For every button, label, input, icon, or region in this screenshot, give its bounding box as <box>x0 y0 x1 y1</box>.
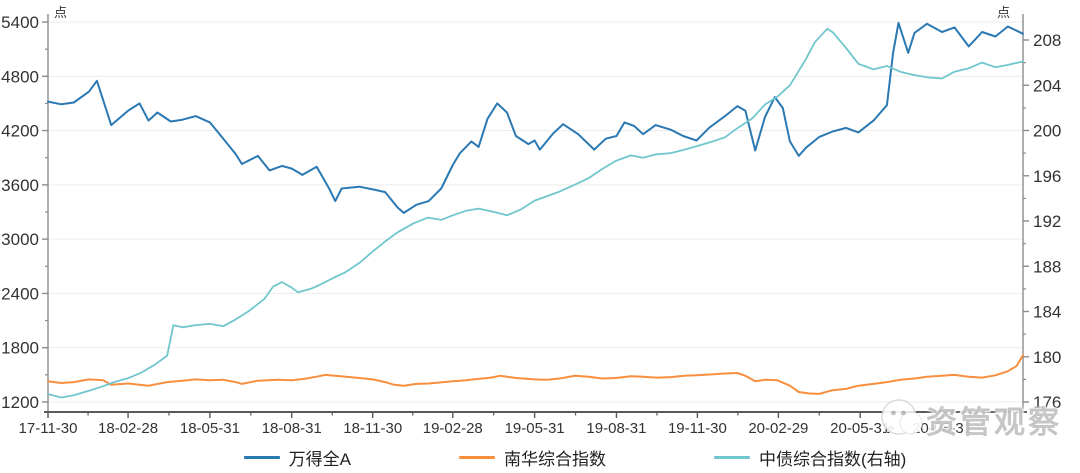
series-line-2 <box>47 354 1024 395</box>
right-axis-tick-label: 176 <box>1033 393 1061 412</box>
series-line-1 <box>47 21 1024 214</box>
chart-canvas: 1200 1800 2400 3000 3600 4200 4800 5400 176 180 18… <box>1 13 1061 437</box>
x-axis-tick-label: 20-08-31 <box>912 420 972 437</box>
left-axis-tick-label: 2400 <box>1 284 39 303</box>
x-axis-tick-label: 18-05-31 <box>180 420 240 437</box>
left-axis-tick-label: 5400 <box>1 13 39 32</box>
left-axis-tick-label: 4800 <box>1 67 39 86</box>
left-axis-tick-label: 1800 <box>1 339 39 358</box>
left-axis-tick-label: 4200 <box>1 122 39 141</box>
x-axis-tick-label: 18-02-28 <box>98 420 158 437</box>
x-axis-tick-label: 18-11-30 <box>343 420 402 437</box>
legend-label: 南华综合指数 <box>504 450 606 469</box>
x-axis-tick-label: 19-05-31 <box>505 420 565 437</box>
right-axis-tick-label: 196 <box>1033 167 1061 186</box>
right-axis-tick-label: 208 <box>1033 31 1061 50</box>
line-chart: 1200 1800 2400 3000 3600 4200 4800 5400 176 180 18… <box>1 5 1061 437</box>
series-line-3 <box>47 27 1024 399</box>
left-axis-tick-label: 1200 <box>1 393 39 412</box>
x-axis-tick-label: 19-08-31 <box>586 420 646 437</box>
legend-item-wind-all-a: 万得全A <box>243 445 351 470</box>
legend-line-swatch <box>243 456 280 459</box>
x-axis-tick-label: 19-02-28 <box>423 420 483 437</box>
right-axis-tick-label: 204 <box>1033 76 1061 95</box>
legend-line-swatch <box>459 456 495 459</box>
x-axis-tick-label: 17-11-30 <box>19 420 78 437</box>
legend-label: 万得全A <box>288 450 351 469</box>
right-axis-tick-label: 184 <box>1033 303 1061 322</box>
legend-label: 中债综合指数(右轴) <box>759 450 907 469</box>
legend-line-swatch <box>714 456 750 459</box>
left-axis-tick-label: 3000 <box>1 230 39 249</box>
right-axis-tick-label: 188 <box>1033 257 1061 276</box>
x-axis-tick-label: 20-05-31 <box>830 420 890 437</box>
x-axis-tick-label: 19-11-30 <box>668 420 727 437</box>
right-axis-unit: 点 <box>997 5 1011 20</box>
legend-item-chinabond-composite: 中债综合指数(右轴) <box>714 445 906 470</box>
right-axis-tick-label: 180 <box>1033 348 1061 367</box>
chart-legend: 万得全A 南华综合指数 中债综合指数(右轴) <box>0 442 1080 473</box>
right-axis-tick-label: 192 <box>1033 212 1061 231</box>
right-axis-tick-label: 200 <box>1033 122 1061 141</box>
x-axis-tick-label: 18-08-31 <box>262 420 322 437</box>
left-axis-tick-label: 3600 <box>1 176 39 195</box>
x-axis-tick-label: 20-02-29 <box>748 420 808 437</box>
legend-item-nanhua-composite: 南华综合指数 <box>459 445 606 470</box>
left-axis-unit: 点 <box>54 5 68 20</box>
